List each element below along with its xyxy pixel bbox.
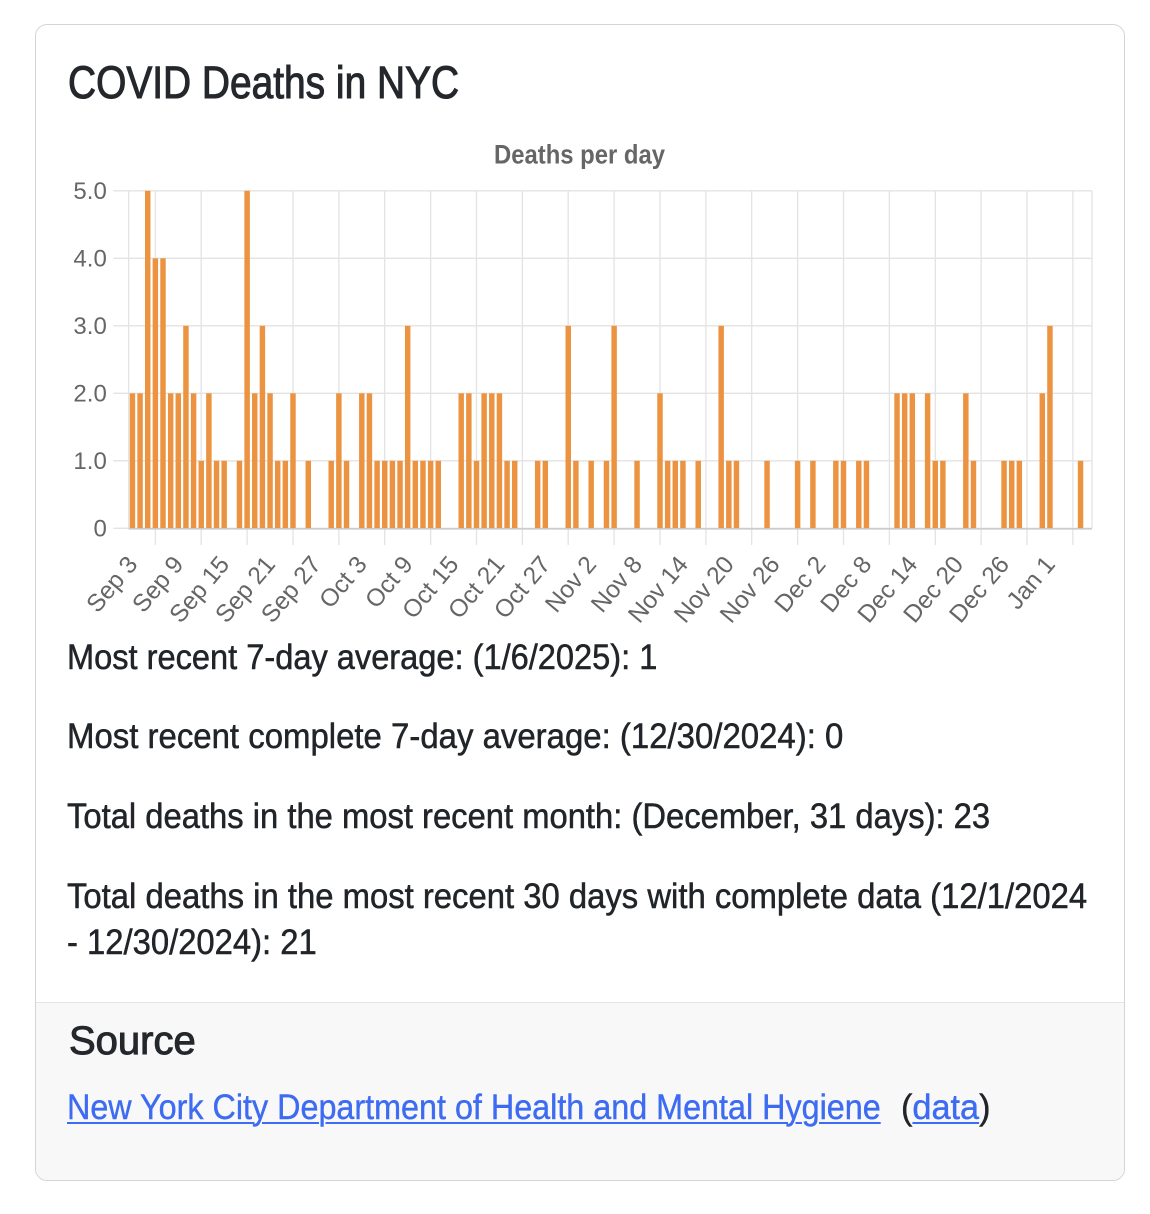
svg-text:0: 0 (93, 516, 106, 543)
svg-text:5.0: 5.0 (73, 178, 106, 205)
svg-text:Jan 1: Jan 1 (1002, 551, 1061, 614)
svg-text:Nov 2: Nov 2 (540, 551, 602, 617)
svg-text:Dec 2: Dec 2 (770, 551, 832, 617)
svg-text:Sep 3: Sep 3 (82, 551, 144, 617)
svg-text:Deaths per day: Deaths per day (494, 140, 665, 170)
svg-text:1.0: 1.0 (73, 448, 106, 475)
svg-text:4.0: 4.0 (73, 246, 106, 273)
svg-text:Oct 3: Oct 3 (314, 551, 372, 613)
svg-text:2.0: 2.0 (73, 381, 106, 408)
svg-text:3.0: 3.0 (73, 313, 106, 340)
